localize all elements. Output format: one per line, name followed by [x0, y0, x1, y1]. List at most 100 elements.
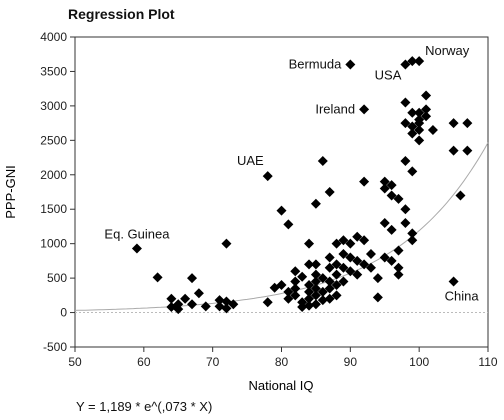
data-point	[283, 293, 294, 304]
data-point	[324, 276, 335, 287]
country-label: Eq. Guinea	[104, 226, 170, 241]
y-tick-label: 2500	[40, 133, 67, 147]
data-point	[290, 276, 301, 287]
y-tick-label: 500	[47, 271, 67, 285]
y-tick-label: 3000	[40, 99, 67, 113]
data-point	[338, 262, 349, 273]
data-point	[448, 145, 459, 156]
data-point	[324, 252, 335, 263]
country-label: China	[445, 289, 480, 304]
data-point	[180, 293, 191, 304]
data-point	[228, 299, 239, 310]
data-point	[379, 176, 390, 187]
data-point	[393, 245, 404, 256]
data-point	[352, 269, 363, 280]
regression-curve	[74, 142, 489, 311]
data-point	[462, 118, 473, 129]
data-point	[187, 299, 198, 310]
data-point	[407, 235, 418, 246]
country-label: USA	[375, 68, 402, 83]
data-point	[187, 273, 198, 284]
x-tick-label: 80	[275, 355, 289, 369]
plot-area	[74, 36, 489, 348]
data-point	[152, 272, 163, 283]
data-point	[310, 283, 321, 294]
data-point	[310, 290, 321, 301]
data-point	[359, 259, 370, 270]
annotations: Bermuda Norway USA Ireland UAE Eq. Guinea Chin…	[104, 43, 479, 303]
data-point	[352, 231, 363, 242]
data-point	[421, 104, 432, 115]
data-point	[200, 301, 211, 312]
data-point	[166, 293, 177, 304]
axis-ticks: -500 0 500 1000 1500 2000 2500 3000 3500 4000 50 60…	[40, 30, 498, 369]
data-point	[304, 238, 315, 249]
data-point	[345, 59, 356, 70]
data-point	[400, 59, 411, 70]
data-point	[345, 266, 356, 277]
data-point	[407, 121, 418, 132]
data-point	[407, 107, 418, 118]
data-point	[262, 297, 273, 308]
country-label: UAE	[237, 153, 264, 168]
data-point	[407, 56, 418, 67]
data-point	[414, 107, 425, 118]
data-point	[331, 280, 342, 290]
data-points	[131, 56, 473, 315]
data-point	[427, 125, 438, 135]
data-point	[331, 269, 342, 280]
data-point	[310, 276, 321, 287]
country-label: Bermuda	[289, 57, 343, 72]
data-point	[173, 304, 184, 315]
x-tick-label: 90	[344, 355, 358, 369]
data-point	[400, 156, 411, 166]
data-point	[400, 204, 411, 215]
data-point	[352, 255, 363, 266]
x-tick-label: 60	[137, 355, 151, 369]
data-point	[414, 118, 425, 129]
data-point	[131, 243, 142, 254]
data-point	[379, 218, 390, 228]
data-point	[310, 198, 321, 209]
data-point	[310, 299, 321, 310]
data-point	[221, 238, 232, 249]
data-point	[393, 269, 404, 280]
data-point	[304, 280, 315, 290]
data-point	[455, 190, 466, 201]
country-label: Norway	[425, 43, 470, 58]
data-point	[290, 266, 301, 277]
data-point	[283, 219, 294, 230]
data-point	[448, 118, 459, 129]
data-point	[290, 290, 301, 301]
data-point	[317, 295, 328, 306]
data-point	[448, 276, 459, 287]
data-point	[297, 302, 308, 313]
data-point	[372, 273, 383, 284]
data-point	[317, 156, 328, 166]
chart-title: Regression Plot	[68, 6, 175, 22]
y-tick-label: 4000	[40, 30, 67, 44]
x-tick-label: 110	[478, 355, 497, 369]
x-axis-label: National IQ	[248, 378, 313, 393]
data-point	[359, 235, 370, 246]
data-point	[414, 125, 425, 135]
data-point	[331, 290, 342, 301]
data-point	[317, 286, 328, 297]
data-point	[290, 283, 301, 294]
data-point	[317, 273, 328, 284]
country-label: Ireland	[315, 101, 355, 116]
data-point	[338, 249, 349, 259]
data-point	[393, 193, 404, 204]
data-point	[386, 180, 397, 191]
y-tick-label: 1500	[40, 202, 67, 216]
data-point	[304, 300, 315, 311]
data-point	[407, 228, 418, 239]
data-point	[324, 187, 335, 197]
regression-formula: Y = 1,189 * e^(,073 * X)	[76, 399, 213, 414]
data-point	[324, 283, 335, 294]
data-point	[276, 205, 287, 216]
x-tick-label: 70	[206, 355, 220, 369]
data-point	[379, 183, 390, 194]
data-point	[386, 255, 397, 266]
